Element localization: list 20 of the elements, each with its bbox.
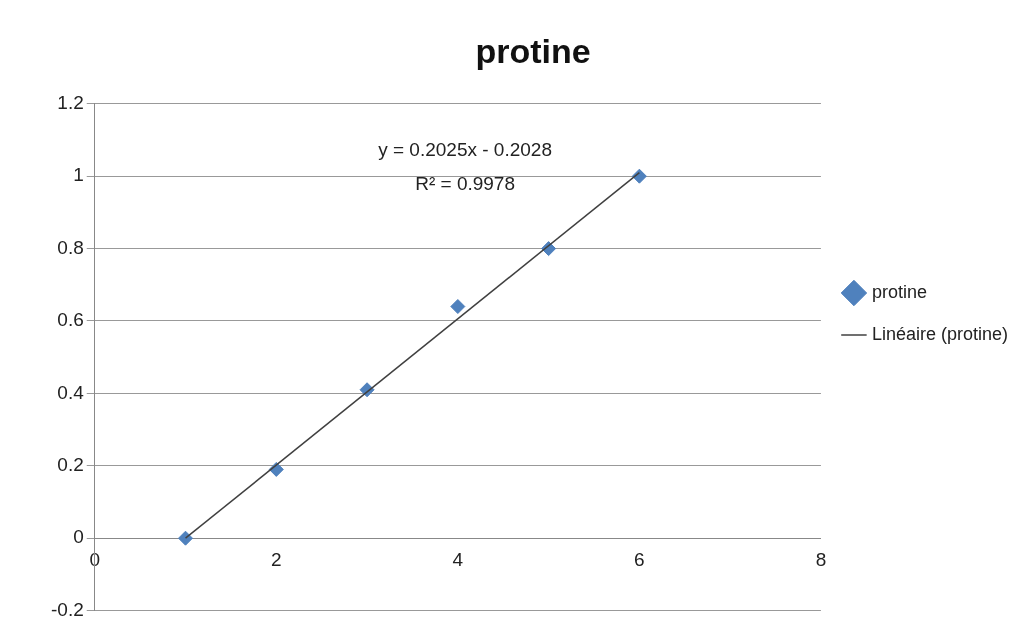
y-tick-label: 0.2 xyxy=(57,454,84,476)
y-tick-label: 0.8 xyxy=(57,236,84,258)
legend-label: protine xyxy=(871,281,927,302)
y-tick-label: 1.2 xyxy=(57,92,84,114)
y-tick-label: 0.4 xyxy=(57,381,85,403)
y-tick-label: -0.2 xyxy=(50,598,84,620)
x-tick-label: 8 xyxy=(815,548,827,570)
x-tick-label: 4 xyxy=(452,548,464,570)
y-tick-label: 0.6 xyxy=(57,309,84,331)
point xyxy=(178,530,194,546)
legend-label: Linéaire (protine) xyxy=(871,323,1009,344)
annotation: R² = 0.9978 xyxy=(415,173,516,195)
annotation: y = 0.2025x - 0.2028 xyxy=(378,139,552,161)
x-tick-label: 6 xyxy=(634,548,645,570)
x-tick-label: 0 xyxy=(89,548,101,570)
y-tick-label: 0 xyxy=(73,526,84,548)
y-tick-label: 1 xyxy=(73,164,84,186)
chart-title: protine xyxy=(475,31,591,70)
point xyxy=(450,299,466,315)
x-tick-label: 2 xyxy=(271,548,282,570)
